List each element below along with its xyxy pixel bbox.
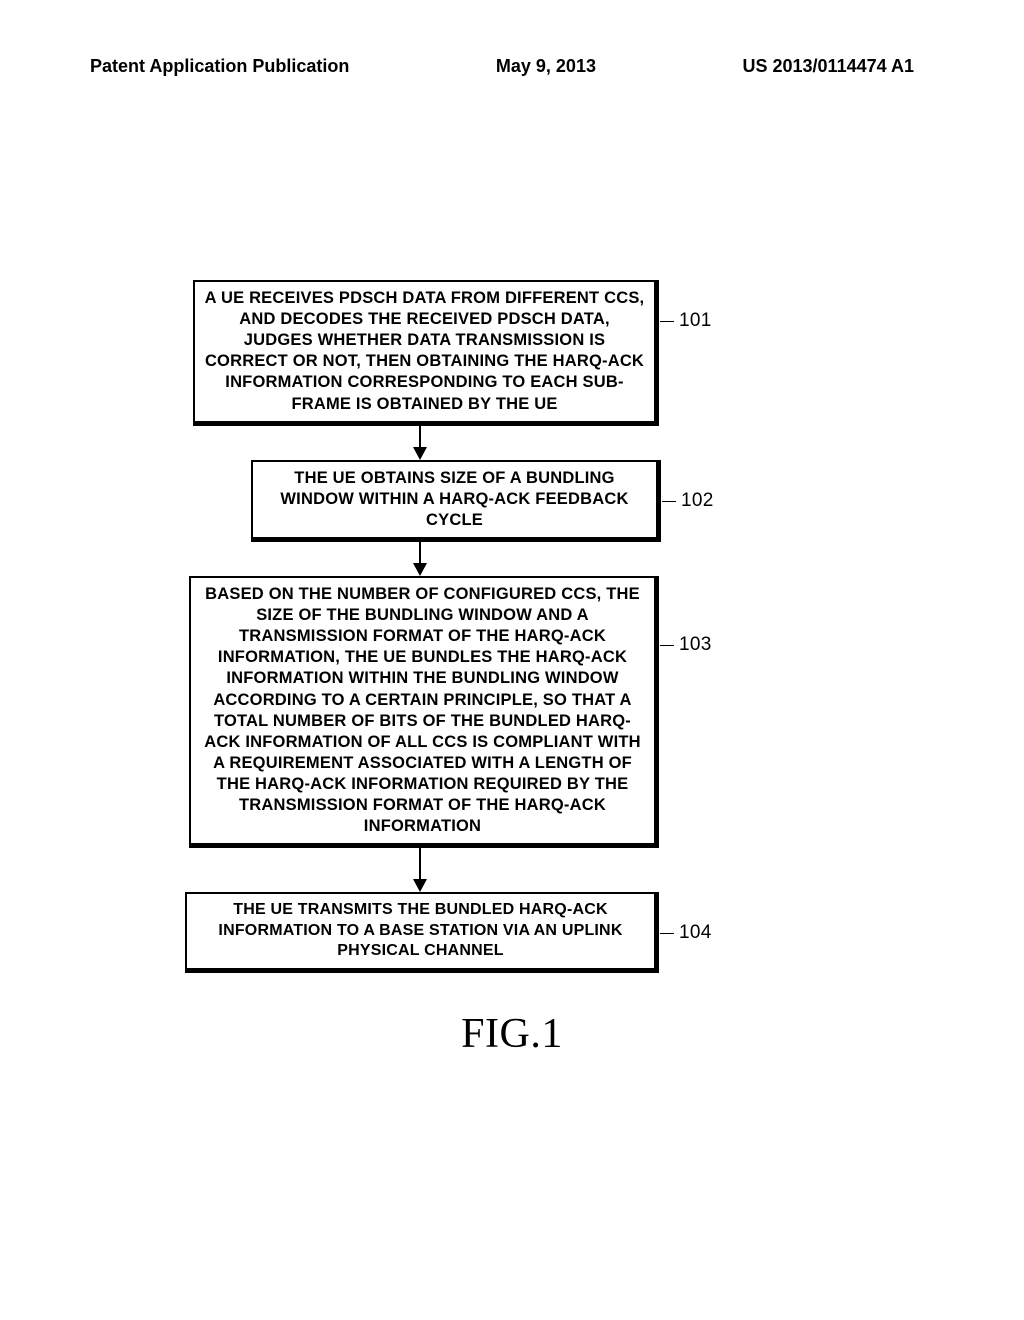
page: Patent Application Publication May 9, 20… [0,0,1024,1320]
header-left: Patent Application Publication [90,56,349,77]
flow-step: THE UE OBTAINS SIZE OF A BUNDLING WINDOW… [180,460,840,542]
arrow-head-icon [413,563,427,576]
flowchart: A UE RECEIVES PDSCH DATA FROM DIFFERENT … [180,280,840,973]
flow-box-text: A UE RECEIVES PDSCH DATA FROM DIFFERENT … [195,282,654,421]
flow-connector [180,542,840,576]
leader-tick [660,321,674,322]
flow-box-104: THE UE TRANSMITS THE BUNDLED HARQ-ACK IN… [185,892,659,972]
arrow-line [419,848,421,879]
flow-step: A UE RECEIVES PDSCH DATA FROM DIFFERENT … [180,280,840,426]
flow-step-number: 104 [679,922,712,944]
flow-box-text: THE UE TRANSMITS THE BUNDLED HARQ-ACK IN… [187,894,654,967]
flow-step: THE UE TRANSMITS THE BUNDLED HARQ-ACK IN… [180,892,840,972]
flow-box-103: BASED ON THE NUMBER OF CONFIGURED CCS, T… [189,576,659,848]
arrow-head-icon [413,447,427,460]
flow-step-number: 102 [681,490,714,512]
flow-step-number: 101 [679,310,712,332]
arrow-line [419,426,421,447]
header-right: US 2013/0114474 A1 [743,56,914,77]
flow-box-102: THE UE OBTAINS SIZE OF A BUNDLING WINDOW… [251,460,661,542]
arrow-head-icon [413,879,427,892]
leader-tick [660,645,674,646]
page-header: Patent Application Publication May 9, 20… [0,56,1024,77]
arrow-line [419,542,421,563]
flow-connector [180,848,840,892]
leader-tick [660,933,674,934]
flow-step-number: 103 [679,634,712,656]
figure-label: FIG.1 [0,1010,1024,1058]
flow-box-101: A UE RECEIVES PDSCH DATA FROM DIFFERENT … [193,280,659,426]
header-center: May 9, 2013 [496,56,596,77]
leader-tick [662,501,676,502]
flow-box-text: THE UE OBTAINS SIZE OF A BUNDLING WINDOW… [253,462,656,537]
flow-connector [180,426,840,460]
flow-box-text: BASED ON THE NUMBER OF CONFIGURED CCS, T… [191,578,654,843]
flow-step: BASED ON THE NUMBER OF CONFIGURED CCS, T… [180,576,840,848]
